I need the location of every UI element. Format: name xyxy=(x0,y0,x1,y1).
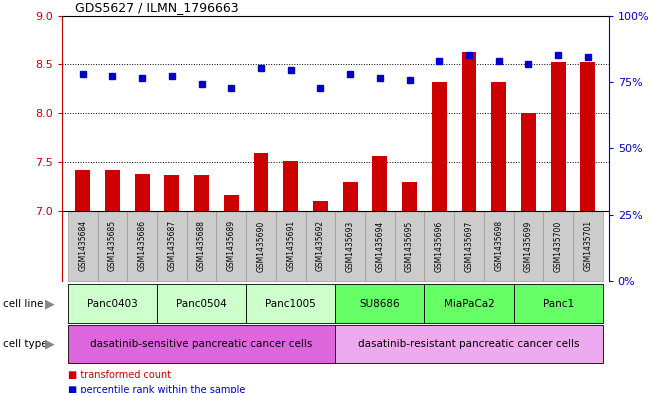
Text: GSM1435695: GSM1435695 xyxy=(405,220,414,272)
Bar xyxy=(454,211,484,281)
Bar xyxy=(157,284,246,323)
Bar xyxy=(68,284,157,323)
Bar xyxy=(424,284,514,323)
Bar xyxy=(342,182,357,211)
Bar xyxy=(573,211,603,281)
Bar xyxy=(305,211,335,281)
Text: GSM1435685: GSM1435685 xyxy=(108,220,117,272)
Bar xyxy=(544,211,573,281)
Bar xyxy=(581,62,595,211)
Bar xyxy=(551,62,566,211)
Bar xyxy=(514,284,603,323)
Bar xyxy=(157,211,187,281)
Text: GSM1435694: GSM1435694 xyxy=(376,220,384,272)
Text: GSM1435699: GSM1435699 xyxy=(524,220,533,272)
Text: GSM1435688: GSM1435688 xyxy=(197,220,206,272)
Text: cell line: cell line xyxy=(3,299,44,309)
Text: Panc1005: Panc1005 xyxy=(266,299,316,309)
Bar xyxy=(253,153,268,211)
Text: dasatinib-resistant pancreatic cancer cells: dasatinib-resistant pancreatic cancer ce… xyxy=(358,339,580,349)
Text: GSM1435693: GSM1435693 xyxy=(346,220,355,272)
Bar xyxy=(76,170,90,211)
Bar xyxy=(432,82,447,211)
Text: GSM1435701: GSM1435701 xyxy=(583,220,592,272)
Text: dasatinib-sensitive pancreatic cancer cells: dasatinib-sensitive pancreatic cancer ce… xyxy=(90,339,312,349)
Bar xyxy=(164,175,179,211)
Text: GSM1435697: GSM1435697 xyxy=(465,220,473,272)
Bar xyxy=(335,284,424,323)
Bar xyxy=(335,211,365,281)
Text: ■ transformed count: ■ transformed count xyxy=(68,370,171,380)
Bar xyxy=(68,325,335,363)
Bar xyxy=(402,182,417,211)
Text: GSM1435700: GSM1435700 xyxy=(553,220,562,272)
Text: GSM1435686: GSM1435686 xyxy=(137,220,146,272)
Text: ▶: ▶ xyxy=(46,337,55,351)
Text: MiaPaCa2: MiaPaCa2 xyxy=(443,299,494,309)
Bar xyxy=(98,211,127,281)
Text: Panc0504: Panc0504 xyxy=(176,299,227,309)
Bar xyxy=(105,170,120,211)
Bar xyxy=(365,211,395,281)
Bar xyxy=(246,211,276,281)
Text: GSM1435690: GSM1435690 xyxy=(256,220,266,272)
Text: SU8686: SU8686 xyxy=(359,299,400,309)
Text: GSM1435698: GSM1435698 xyxy=(494,220,503,272)
Bar xyxy=(283,161,298,211)
Bar xyxy=(492,82,506,211)
Text: GSM1435689: GSM1435689 xyxy=(227,220,236,272)
Bar xyxy=(395,211,424,281)
Bar xyxy=(372,156,387,211)
Text: Panc1: Panc1 xyxy=(542,299,574,309)
Text: Panc0403: Panc0403 xyxy=(87,299,138,309)
Text: GSM1435696: GSM1435696 xyxy=(435,220,444,272)
Bar xyxy=(514,211,544,281)
Bar xyxy=(187,211,216,281)
Text: GSM1435692: GSM1435692 xyxy=(316,220,325,272)
Text: ■ percentile rank within the sample: ■ percentile rank within the sample xyxy=(68,385,245,393)
Bar xyxy=(127,211,157,281)
Bar xyxy=(68,211,98,281)
Bar xyxy=(135,174,150,211)
Bar xyxy=(313,201,328,211)
Text: GSM1435684: GSM1435684 xyxy=(78,220,87,272)
Text: GSM1435687: GSM1435687 xyxy=(167,220,176,272)
Bar xyxy=(246,284,335,323)
Bar xyxy=(276,211,305,281)
Text: cell type: cell type xyxy=(3,339,48,349)
Bar xyxy=(216,211,246,281)
Bar xyxy=(424,211,454,281)
Bar xyxy=(521,113,536,211)
Text: GSM1435691: GSM1435691 xyxy=(286,220,295,272)
Bar xyxy=(484,211,514,281)
Bar xyxy=(224,195,239,211)
Bar xyxy=(335,325,603,363)
Text: ▶: ▶ xyxy=(46,297,55,310)
Bar xyxy=(462,52,477,211)
Text: GDS5627 / ILMN_1796663: GDS5627 / ILMN_1796663 xyxy=(75,1,238,14)
Bar xyxy=(194,175,209,211)
